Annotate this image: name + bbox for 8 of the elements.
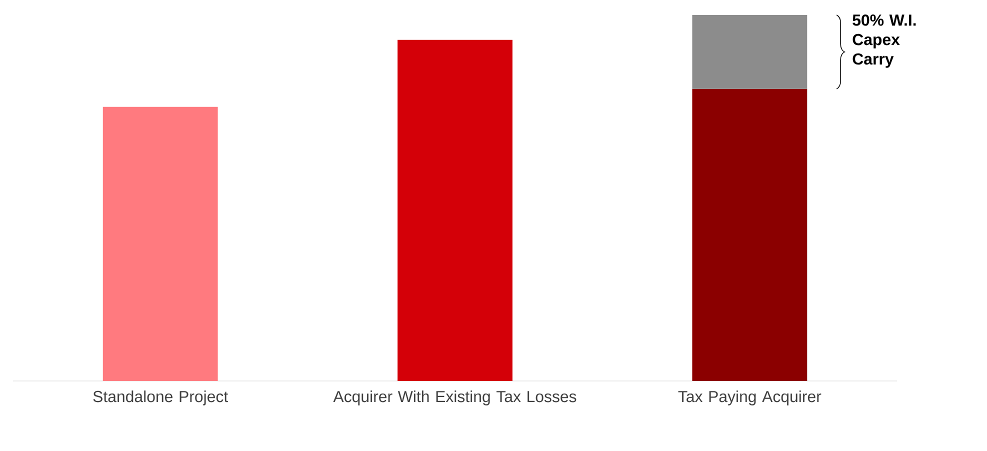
annotation: 50% W.I. Capex Carry <box>852 14 916 68</box>
bar <box>692 88 808 381</box>
x-tick-label: Tax Paying Acquirer <box>678 390 822 406</box>
x-tick-label: Standalone Project <box>93 390 228 406</box>
bar <box>102 106 218 381</box>
bar <box>692 14 808 89</box>
x-tick-label: Acquirer With Existing Tax Losses <box>333 390 576 406</box>
bar <box>398 40 512 381</box>
